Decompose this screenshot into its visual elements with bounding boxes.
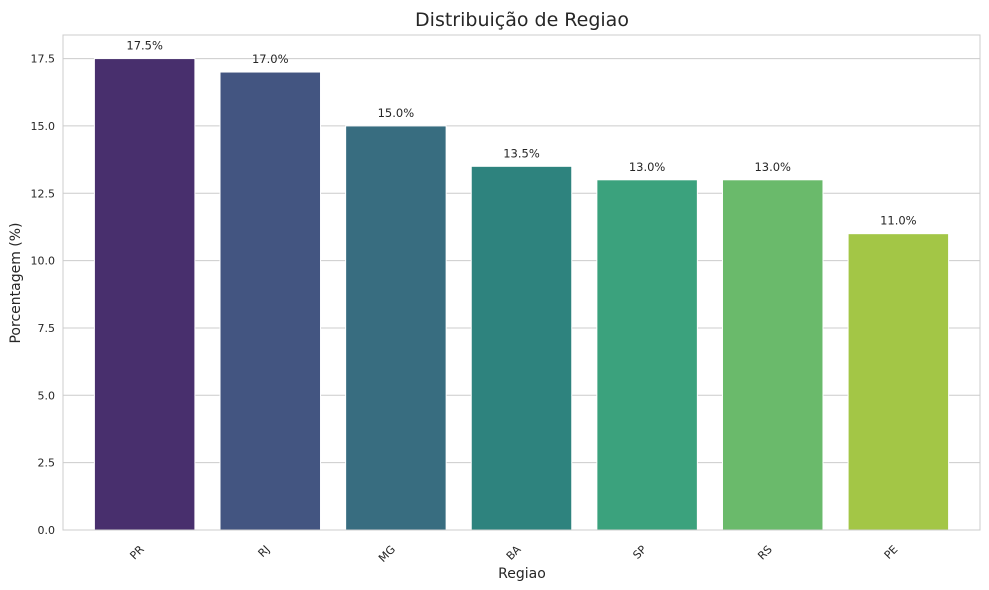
plot-frame [62,34,981,531]
x-tick-label: RJ [255,543,272,560]
y-tick-label: 17.5 [31,53,56,66]
x-tick-label: PE [882,543,901,562]
bar-pe [847,233,950,531]
x-tick-label: SP [630,543,649,562]
x-axis-title: Regiao [498,566,546,582]
value-label: 15.0% [378,106,415,120]
x-tick-label: MG [376,543,398,565]
bar-ba [470,165,573,531]
bar-rj [219,71,322,531]
y-axis-title: Porcentagem (%) [8,222,24,343]
value-labels: 17.5% 17.0% 15.0% 13.5% 13.0% 13.0% 11.0% [126,39,916,228]
chart-title: Distribuição de Regiao [415,9,629,31]
value-label: 13.5% [503,146,540,160]
x-axis-ticks: PR RJ MG BA SP RS PE [127,543,900,565]
bars [93,58,950,531]
value-label: 13.0% [629,160,666,174]
bar-rs [721,179,824,531]
y-tick-label: 0.0 [38,524,56,537]
y-tick-label: 2.5 [38,457,56,470]
bar-pr [93,58,196,531]
value-label: 17.0% [252,52,289,66]
y-axis-ticks: 0.0 2.5 5.0 7.5 10.0 12.5 15.0 17.5 [31,53,56,537]
x-tick-label: PR [127,543,147,563]
y-tick-label: 12.5 [31,187,56,200]
bar-sp [596,179,698,531]
value-label: 17.5% [126,39,163,53]
x-tick-label: BA [504,543,524,563]
x-tick-label: RS [755,543,775,563]
value-label: 11.0% [880,214,917,228]
value-label: 13.0% [754,160,791,174]
y-tick-label: 10.0 [31,255,56,268]
bar-mg [345,125,447,531]
y-tick-label: 5.0 [38,389,56,402]
y-tick-label: 15.0 [31,120,56,133]
y-tick-label: 7.5 [38,322,56,335]
